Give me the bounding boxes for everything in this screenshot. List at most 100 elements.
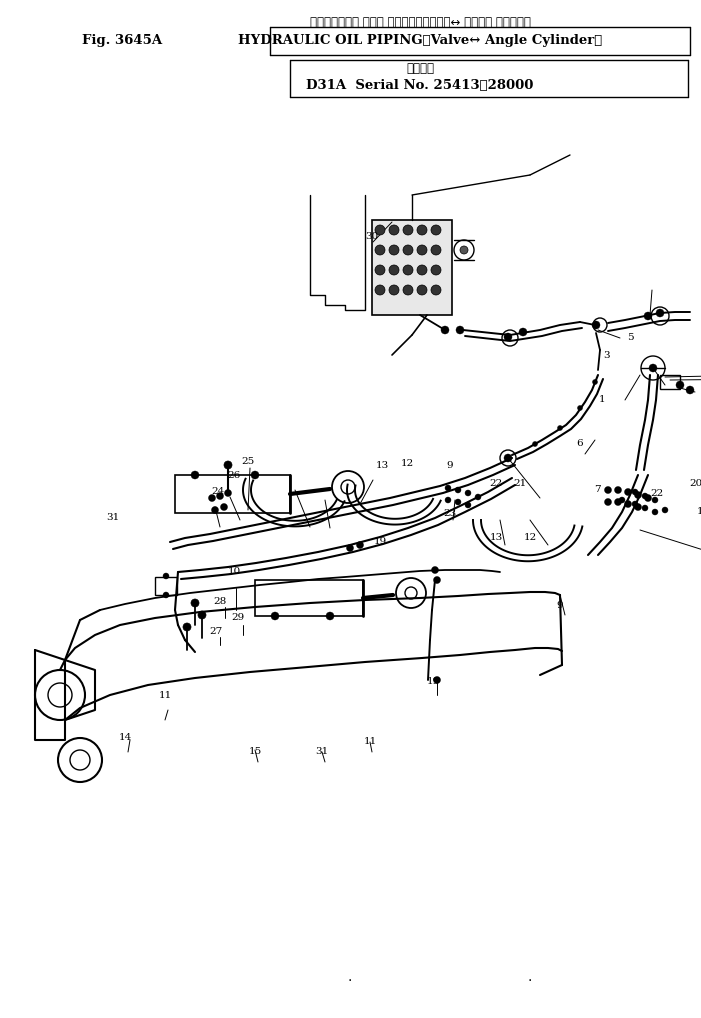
Text: D31A  Serial No. 25413～28000: D31A Serial No. 25413～28000 — [306, 78, 533, 92]
Circle shape — [403, 225, 413, 235]
Circle shape — [634, 492, 641, 499]
Text: 26: 26 — [227, 471, 240, 480]
Text: 1: 1 — [599, 396, 605, 404]
Circle shape — [431, 245, 441, 254]
Circle shape — [455, 499, 461, 505]
Text: 19: 19 — [374, 538, 387, 547]
Circle shape — [652, 497, 658, 503]
Circle shape — [445, 485, 451, 491]
Circle shape — [221, 504, 228, 510]
Text: HYDRAULIC OIL PIPING（Valve↔ Angle Cylinder）: HYDRAULIC OIL PIPING（Valve↔ Angle Cylind… — [238, 34, 602, 47]
Circle shape — [389, 265, 399, 275]
Circle shape — [592, 321, 600, 329]
Circle shape — [251, 471, 259, 479]
Text: 21: 21 — [513, 478, 526, 488]
Text: 5: 5 — [627, 333, 633, 341]
Circle shape — [212, 507, 219, 513]
Text: 13: 13 — [489, 533, 503, 543]
Bar — [372, 220, 452, 315]
Circle shape — [634, 504, 641, 510]
Text: 10: 10 — [227, 567, 240, 576]
Text: 23: 23 — [443, 509, 456, 518]
Circle shape — [619, 497, 625, 503]
Text: 3: 3 — [604, 351, 611, 360]
Text: ハイドロリック オイル パイピング（バルブ↔ アングル シリンダ）: ハイドロリック オイル パイピング（バルブ↔ アングル シリンダ） — [310, 15, 531, 29]
Circle shape — [652, 509, 658, 515]
Circle shape — [389, 245, 399, 254]
Text: ·: · — [528, 974, 532, 988]
Circle shape — [615, 499, 622, 506]
Circle shape — [375, 285, 385, 295]
Circle shape — [403, 265, 413, 275]
Circle shape — [519, 328, 527, 336]
Circle shape — [456, 326, 464, 334]
Circle shape — [632, 489, 638, 495]
Circle shape — [431, 285, 441, 295]
Text: 14: 14 — [118, 734, 132, 742]
Circle shape — [460, 246, 468, 254]
Bar — [175, 475, 290, 513]
Circle shape — [191, 599, 199, 607]
Text: 22: 22 — [489, 479, 503, 489]
Circle shape — [465, 502, 471, 508]
Circle shape — [417, 265, 427, 275]
Text: 31: 31 — [107, 513, 120, 522]
Circle shape — [504, 333, 512, 341]
Circle shape — [578, 405, 583, 410]
Circle shape — [625, 489, 632, 496]
Circle shape — [615, 487, 622, 494]
Text: 9: 9 — [447, 461, 454, 470]
Text: 12: 12 — [400, 459, 414, 468]
Bar — [155, 577, 177, 595]
Text: 15: 15 — [248, 747, 261, 756]
Circle shape — [224, 461, 232, 469]
Circle shape — [676, 381, 684, 389]
Circle shape — [432, 566, 439, 573]
Text: 9: 9 — [557, 601, 564, 610]
Circle shape — [644, 495, 651, 502]
Circle shape — [642, 505, 648, 511]
Circle shape — [625, 501, 632, 508]
Circle shape — [389, 225, 399, 235]
Circle shape — [417, 245, 427, 254]
Circle shape — [642, 493, 648, 499]
Text: 25: 25 — [241, 457, 254, 466]
Circle shape — [163, 573, 169, 579]
Circle shape — [417, 285, 427, 295]
Circle shape — [224, 490, 231, 497]
Bar — [660, 375, 680, 389]
Circle shape — [504, 454, 512, 462]
Circle shape — [163, 592, 169, 598]
Circle shape — [208, 495, 215, 502]
Circle shape — [375, 265, 385, 275]
Circle shape — [475, 494, 481, 500]
Circle shape — [417, 225, 427, 235]
Bar — [255, 580, 363, 616]
Circle shape — [686, 386, 694, 394]
Text: 12: 12 — [524, 533, 537, 543]
Circle shape — [389, 285, 399, 295]
Text: ·: · — [348, 974, 352, 988]
Circle shape — [455, 487, 461, 493]
Text: 29: 29 — [231, 614, 245, 622]
Circle shape — [346, 545, 353, 552]
Circle shape — [357, 542, 364, 549]
Circle shape — [557, 426, 562, 431]
Circle shape — [375, 245, 385, 254]
Text: 13: 13 — [375, 460, 388, 469]
Circle shape — [632, 501, 638, 507]
Circle shape — [433, 576, 440, 583]
Text: 30: 30 — [365, 231, 379, 240]
Circle shape — [649, 364, 657, 372]
Circle shape — [441, 326, 449, 334]
Circle shape — [433, 677, 440, 683]
Circle shape — [465, 490, 471, 496]
Circle shape — [217, 493, 224, 500]
Text: 19: 19 — [696, 508, 701, 516]
Text: 20: 20 — [689, 478, 701, 488]
Circle shape — [662, 507, 668, 513]
Circle shape — [533, 442, 538, 447]
Circle shape — [431, 225, 441, 235]
Text: 19: 19 — [426, 678, 440, 686]
Circle shape — [375, 225, 385, 235]
